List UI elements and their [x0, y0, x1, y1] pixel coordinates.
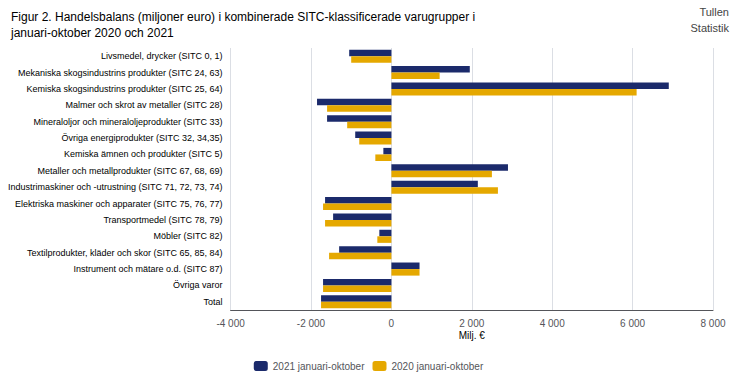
svg-text:Tullen: Tullen — [699, 6, 729, 18]
svg-text:Möbler (SITC 82): Möbler (SITC 82) — [154, 231, 223, 241]
svg-text:-4 000: -4 000 — [216, 318, 245, 329]
svg-text:2021 januari-oktober: 2021 januari-oktober — [273, 361, 365, 372]
svg-text:Elektriska maskiner och appara: Elektriska maskiner och apparater (SITC … — [15, 199, 223, 209]
svg-text:Malmer och skrot av metaller (: Malmer och skrot av metaller (SITC 28) — [66, 100, 223, 110]
svg-text:Mineraloljor och mineraloljepr: Mineraloljor och mineraloljeprodukter (S… — [34, 117, 223, 127]
svg-text:Kemiska skogsindustrins produk: Kemiska skogsindustrins produkter (SITC … — [27, 84, 223, 94]
svg-text:0: 0 — [389, 318, 395, 329]
svg-text:Övriga energiprodukter (SITC 3: Övriga energiprodukter (SITC 32, 34,35) — [62, 133, 223, 143]
svg-text:Metaller och metallprodukter (: Metaller och metallprodukter (SITC 67, 6… — [38, 166, 223, 176]
svg-text:Livsmedel, drycker (SITC 0, 1): Livsmedel, drycker (SITC 0, 1) — [101, 51, 223, 61]
svg-text:januari-oktober 2020 och 2021: januari-oktober 2020 och 2021 — [10, 26, 174, 40]
svg-text:2020 januari-oktober: 2020 januari-oktober — [392, 361, 484, 372]
svg-text:Milj. €: Milj. € — [459, 330, 486, 341]
svg-text:Mekaniska skogsindustrins prod: Mekaniska skogsindustrins produkter (SIT… — [18, 68, 223, 78]
svg-text:-2 000: -2 000 — [297, 318, 326, 329]
svg-text:Total: Total — [204, 297, 223, 307]
svg-text:8 000: 8 000 — [700, 318, 725, 329]
svg-text:Transportmedel (SITC 78, 79): Transportmedel (SITC 78, 79) — [103, 215, 222, 225]
svg-text:6 000: 6 000 — [620, 318, 645, 329]
svg-text:Textilprodukter, kläder och sk: Textilprodukter, kläder och skor (SITC 6… — [27, 248, 223, 258]
svg-text:Instrument och mätare o.d. (SI: Instrument och mätare o.d. (SITC 87) — [74, 264, 223, 274]
svg-text:Kemiska ämnen och produkter (S: Kemiska ämnen och produkter (SITC 5) — [64, 149, 223, 159]
svg-text:Statistik: Statistik — [690, 22, 729, 34]
svg-text:2 000: 2 000 — [459, 318, 484, 329]
svg-text:Figur 2. Handelsbalans (miljon: Figur 2. Handelsbalans (miljoner euro) i… — [11, 10, 475, 24]
svg-text:Övriga varor: Övriga varor — [173, 280, 223, 290]
svg-text:Industrimaskiner och -utrustni: Industrimaskiner och -utrustning (SITC 7… — [8, 182, 223, 192]
svg-text:4 000: 4 000 — [540, 318, 565, 329]
